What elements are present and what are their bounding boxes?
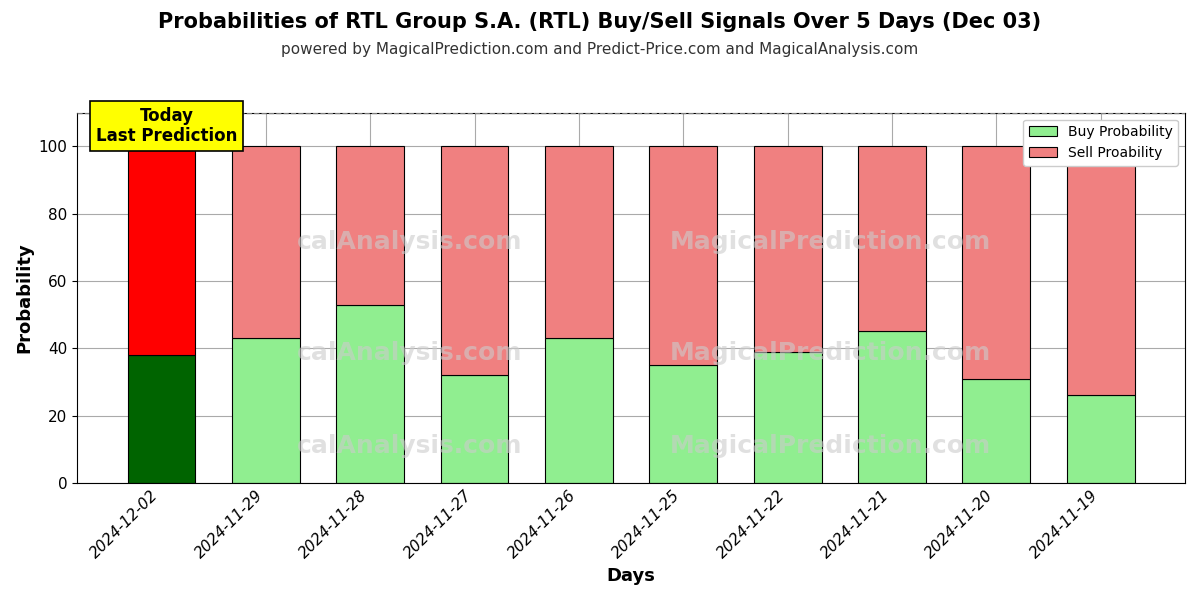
Bar	[336, 146, 404, 305]
Bar	[962, 379, 1031, 483]
Text: Today
Last Prediction: Today Last Prediction	[96, 107, 238, 145]
Text: calAnalysis.com: calAnalysis.com	[296, 434, 522, 458]
Bar	[858, 331, 926, 483]
Bar	[754, 352, 822, 483]
Y-axis label: Probability: Probability	[14, 242, 32, 353]
Bar	[232, 338, 300, 483]
Text: MagicalPrediction.com: MagicalPrediction.com	[670, 230, 991, 254]
Bar	[545, 146, 613, 338]
Bar	[649, 365, 718, 483]
Legend: Buy Probability, Sell Proability: Buy Probability, Sell Proability	[1024, 119, 1178, 166]
Bar	[440, 146, 509, 375]
Bar	[232, 146, 300, 338]
Bar	[127, 146, 196, 355]
Bar	[127, 355, 196, 483]
Bar	[962, 146, 1031, 379]
X-axis label: Days: Days	[607, 567, 655, 585]
Text: MagicalPrediction.com: MagicalPrediction.com	[670, 434, 991, 458]
Bar	[1067, 146, 1135, 395]
Bar	[440, 375, 509, 483]
Bar	[1067, 395, 1135, 483]
Bar	[545, 338, 613, 483]
Text: calAnalysis.com: calAnalysis.com	[296, 230, 522, 254]
Bar	[649, 146, 718, 365]
Text: Probabilities of RTL Group S.A. (RTL) Buy/Sell Signals Over 5 Days (Dec 03): Probabilities of RTL Group S.A. (RTL) Bu…	[158, 12, 1042, 32]
Text: MagicalPrediction.com: MagicalPrediction.com	[670, 341, 991, 365]
Bar	[858, 146, 926, 331]
Bar	[754, 146, 822, 352]
Bar	[336, 305, 404, 483]
Text: calAnalysis.com: calAnalysis.com	[296, 341, 522, 365]
Text: powered by MagicalPrediction.com and Predict-Price.com and MagicalAnalysis.com: powered by MagicalPrediction.com and Pre…	[281, 42, 919, 57]
